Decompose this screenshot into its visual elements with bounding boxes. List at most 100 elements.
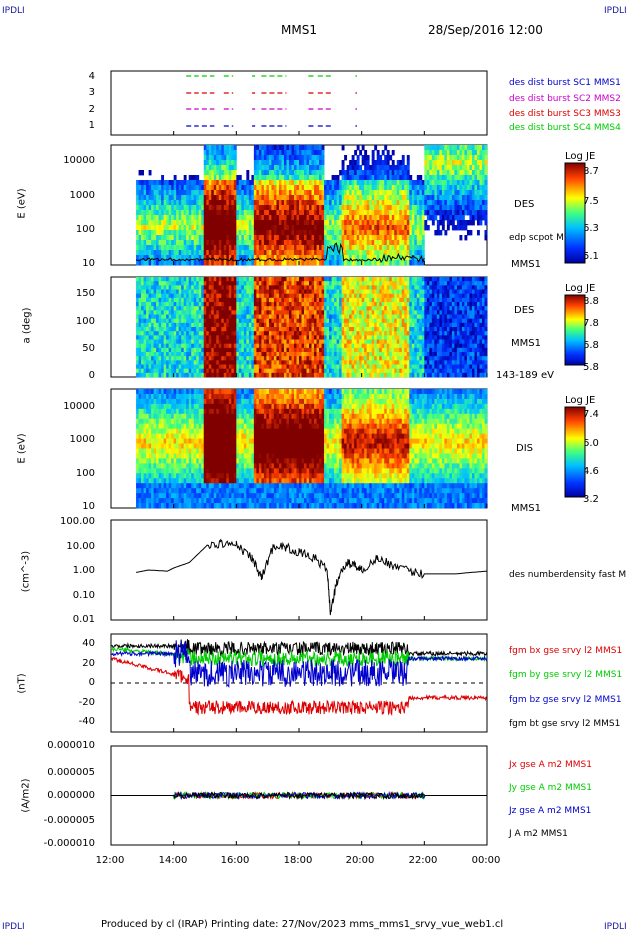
spectrogram-cell [293, 327, 297, 332]
spectrogram-cell [386, 220, 390, 226]
spectrogram-cell [206, 240, 210, 246]
spectrogram-cell [251, 240, 255, 246]
spectrogram-cell [201, 297, 205, 303]
spectrogram-cell [459, 190, 463, 196]
spectrogram-cell [288, 165, 292, 171]
spectrogram-cell [208, 160, 212, 166]
spectrogram-cell [146, 322, 149, 328]
spectrogram-cell [306, 314, 310, 320]
spectrogram-cell [334, 240, 337, 246]
spectrogram-cell [223, 185, 227, 191]
spectrogram-cell [256, 225, 260, 231]
spectrogram-cell [138, 314, 142, 320]
spectrogram-cell [336, 356, 340, 361]
spectrogram-cell [221, 145, 225, 151]
spectrogram-cell [271, 150, 275, 156]
spectrogram-cell [331, 230, 335, 236]
spectrogram-cell [479, 195, 483, 201]
spectrogram-cell [191, 180, 195, 186]
spectrogram-cell [233, 145, 237, 151]
spectrogram-cell [379, 155, 383, 161]
spectrogram-cell [231, 255, 235, 261]
side-label-energy-range: 143-189 eV [496, 370, 554, 381]
spectrogram-cell [223, 293, 227, 299]
spectrogram-cell [299, 225, 302, 231]
spectrogram-cell [216, 150, 220, 156]
spectrogram-cell [253, 235, 257, 241]
spectrogram-cell [288, 205, 292, 211]
spectrogram-cell [283, 240, 287, 246]
spectrogram-cell [451, 210, 455, 216]
spectrogram-cell [153, 225, 157, 231]
spectrogram-cell [238, 250, 242, 256]
spectrogram-cell [151, 190, 155, 196]
spectrogram-cell [344, 372, 348, 378]
spectrogram-cell [208, 327, 212, 332]
spectrogram-cell [314, 235, 317, 241]
spectrogram-cell [246, 297, 250, 303]
spectrogram-cell [321, 160, 325, 166]
spectrogram-cell [366, 155, 370, 161]
spectrogram-cell [153, 230, 157, 236]
spectrogram-cell [221, 335, 225, 340]
spectrogram-cell [331, 331, 335, 336]
ytick: 100 [75, 224, 95, 235]
spectrogram-cell [309, 155, 312, 161]
spectrogram-cell [208, 372, 212, 378]
spectrogram-cell [281, 360, 285, 365]
spectrogram-cell [258, 145, 262, 151]
spectrogram-cell [324, 356, 327, 361]
spectrogram-cell [341, 160, 345, 166]
spectrogram-cell [316, 240, 320, 246]
spectrogram-cell [286, 289, 290, 295]
spectrogram-cell [256, 372, 260, 378]
spectrogram-cell [314, 240, 317, 246]
spectrogram-cell [324, 205, 327, 211]
spectrogram-cell [299, 310, 302, 315]
spectrogram-cell [331, 322, 335, 328]
spectrogram-cell [436, 155, 440, 161]
spectrogram-cell [379, 260, 383, 266]
spectrogram-cell [341, 195, 345, 201]
spectrogram-cell [344, 240, 348, 246]
spectrogram-cell [138, 215, 142, 221]
spectrogram-cell [334, 180, 337, 186]
spectrogram-cell [243, 310, 247, 315]
spectrogram-cell [181, 306, 185, 311]
spectrogram-cell [146, 293, 149, 299]
spectrogram-cell [376, 165, 380, 171]
spectrogram-cell [163, 180, 167, 186]
spectrogram-cell [231, 165, 235, 171]
spectrogram-cell [349, 372, 353, 378]
spectrogram-cell [163, 235, 167, 241]
spectrogram-cell [266, 150, 270, 156]
spectrogram-cell [138, 250, 142, 256]
spectrogram-cell [311, 289, 315, 295]
spectrogram-cell [299, 339, 302, 345]
spectrogram-cell [426, 145, 430, 151]
spectrogram-cell [173, 331, 177, 336]
spectrogram-cell [316, 175, 320, 181]
spectrogram-cell [166, 200, 170, 206]
spectrogram-cell [166, 310, 170, 315]
spectrogram-cell [334, 225, 337, 231]
spectrogram-cell [246, 289, 250, 295]
spectrogram-cell [291, 155, 295, 161]
spectrogram-cell [283, 155, 287, 161]
spectrogram-cell [186, 250, 190, 256]
spectrogram-cell [278, 190, 282, 196]
spectrogram-cell [176, 210, 180, 216]
spectrogram-cell [238, 314, 242, 320]
spectrogram-cell [283, 145, 287, 151]
spectrogram-cell [278, 289, 282, 295]
spectrogram-cell [241, 277, 245, 282]
spectrogram-cell [354, 260, 358, 266]
spectrogram-cell [278, 235, 282, 241]
spectrogram-cell [288, 285, 292, 290]
spectrogram-cell [148, 318, 152, 324]
spectrogram-cell [196, 293, 200, 299]
spectrogram-cell [464, 210, 468, 216]
spectrogram-cell [211, 289, 215, 295]
spectrogram-cell [178, 310, 182, 315]
spectrogram-cell [161, 281, 165, 286]
